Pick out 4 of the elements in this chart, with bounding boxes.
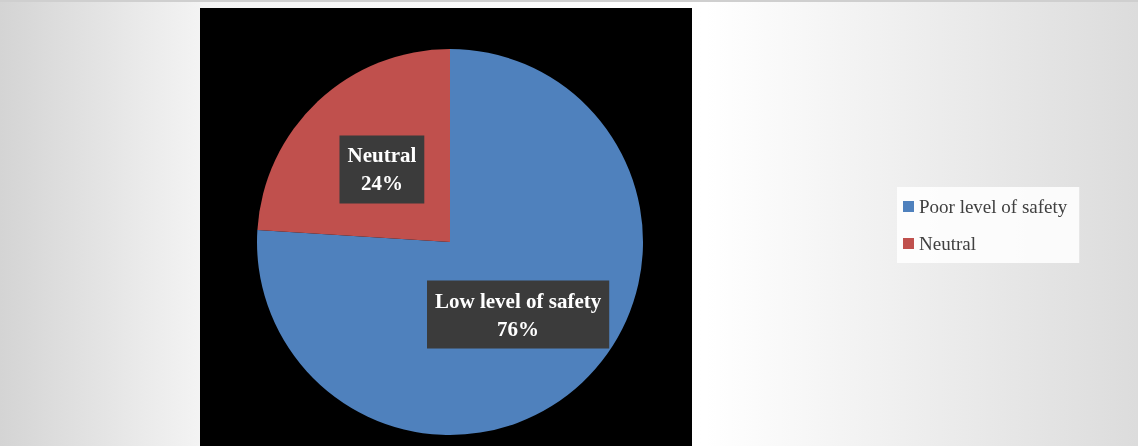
data-label: Neutral 24% [347, 143, 417, 196]
data-label: Low level of safety 76% [435, 288, 602, 341]
legend-label: Poor level of safety [919, 196, 1068, 217]
legend-label: Neutral [919, 233, 976, 254]
